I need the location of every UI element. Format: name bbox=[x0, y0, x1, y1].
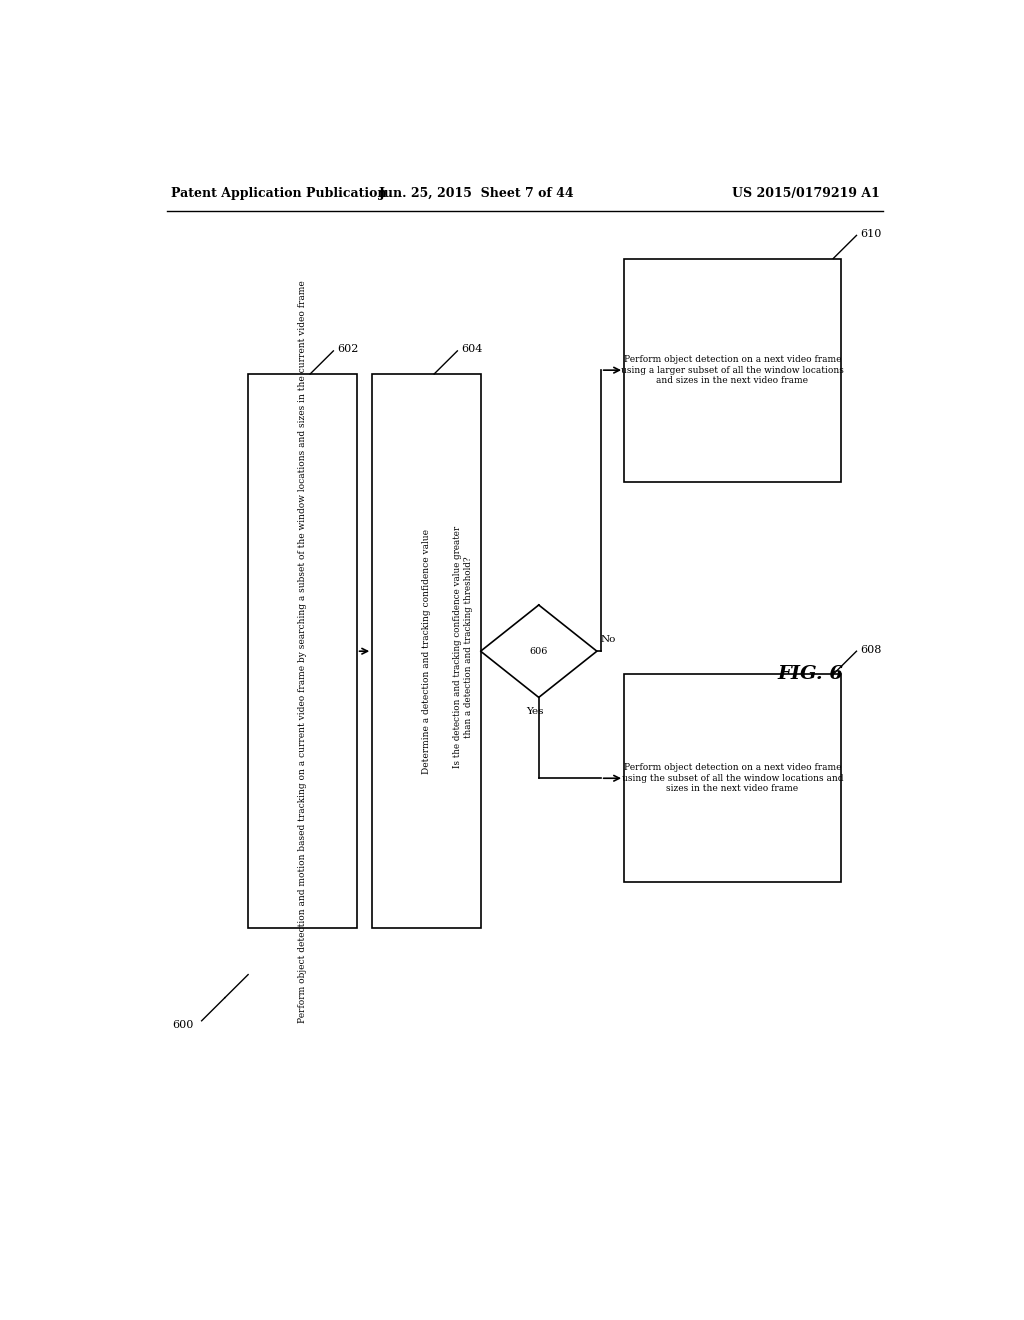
Text: 606: 606 bbox=[529, 647, 548, 656]
Text: Perform object detection and motion based tracking on a current video frame by s: Perform object detection and motion base… bbox=[298, 280, 307, 1023]
Text: Patent Application Publication: Patent Application Publication bbox=[171, 186, 386, 199]
Text: Is the detection and tracking confidence value greater
than a detection and trac: Is the detection and tracking confidence… bbox=[454, 527, 473, 768]
Text: Jun. 25, 2015  Sheet 7 of 44: Jun. 25, 2015 Sheet 7 of 44 bbox=[379, 186, 574, 199]
Polygon shape bbox=[480, 605, 597, 697]
Text: Yes: Yes bbox=[526, 706, 544, 715]
Bar bbox=[624, 675, 841, 882]
Text: 602: 602 bbox=[337, 345, 358, 354]
Text: Determine a detection and tracking confidence value: Determine a detection and tracking confi… bbox=[422, 529, 431, 774]
Text: Perform object detection on a next video frame
using a larger subset of all the : Perform object detection on a next video… bbox=[622, 355, 844, 385]
Text: FIG. 6: FIG. 6 bbox=[777, 665, 843, 684]
Text: 600: 600 bbox=[172, 1019, 194, 1030]
Text: US 2015/0179219 A1: US 2015/0179219 A1 bbox=[732, 186, 880, 199]
Text: Perform object detection on a next video frame
using the subset of all the windo: Perform object detection on a next video… bbox=[622, 763, 843, 793]
Bar bbox=[372, 374, 480, 928]
Text: 610: 610 bbox=[860, 228, 882, 239]
Bar bbox=[624, 259, 841, 482]
Text: 608: 608 bbox=[860, 644, 882, 655]
Text: 604: 604 bbox=[461, 345, 482, 354]
Text: No: No bbox=[601, 635, 616, 644]
Bar bbox=[248, 374, 356, 928]
